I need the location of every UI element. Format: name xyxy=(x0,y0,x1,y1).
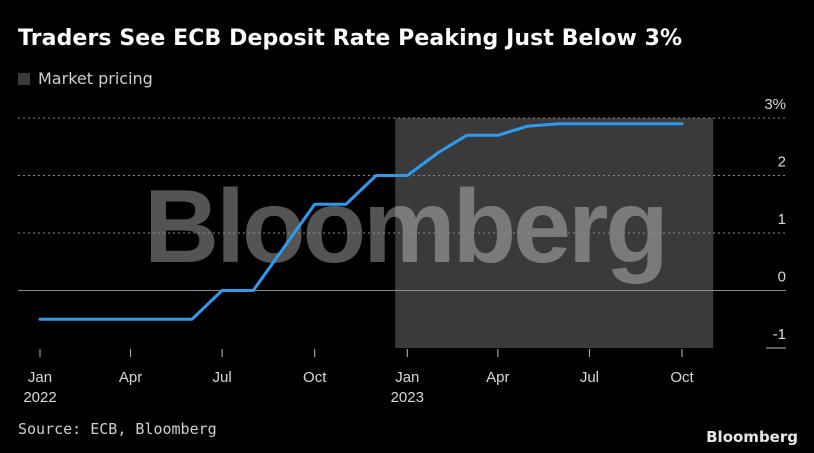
y-tick-label: -1 xyxy=(773,326,786,343)
y-tick-label: 2 xyxy=(778,154,786,171)
y-tick-label: 3% xyxy=(764,96,786,113)
legend: Market pricing xyxy=(18,69,153,88)
legend-label: Market pricing xyxy=(38,69,153,88)
y-tick-label: 1 xyxy=(778,211,786,228)
x-tick-label: Apr xyxy=(119,369,142,386)
y-tick-label: 0 xyxy=(778,269,786,286)
x-tick-label: Jan xyxy=(28,369,52,386)
x-tick-label: Oct xyxy=(303,369,327,386)
x-tick-label: Apr xyxy=(486,369,509,386)
x-tick-label: Jul xyxy=(213,369,232,386)
brand-logo: Bloomberg xyxy=(706,428,798,446)
chart-title: Traders See ECB Deposit Rate Peaking Jus… xyxy=(18,26,683,51)
x-tick-label: Jan xyxy=(395,369,419,386)
x-tick-year-label: 2023 xyxy=(391,389,424,406)
x-tick-label: Jul xyxy=(580,369,599,386)
x-tick-label: Oct xyxy=(670,369,694,386)
legend-swatch xyxy=(18,72,30,85)
bloomberg-watermark: Bloomberg xyxy=(144,169,666,285)
x-tick-year-label: 2022 xyxy=(23,389,56,406)
source-note: Source: ECB, Bloomberg xyxy=(18,420,217,438)
deposit-rate-line xyxy=(38,122,684,321)
